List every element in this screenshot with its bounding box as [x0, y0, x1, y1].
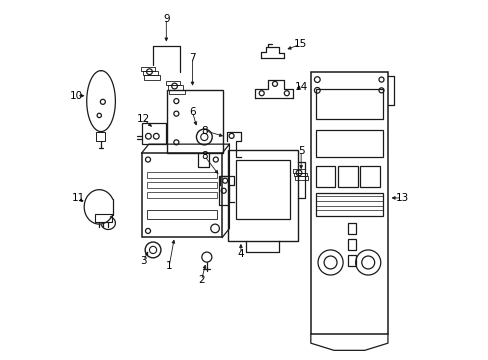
Bar — [169, 90, 185, 94]
Bar — [142, 71, 158, 75]
Text: 3: 3 — [140, 256, 146, 266]
Bar — [293, 173, 306, 176]
Bar — [348, 239, 356, 250]
Bar — [294, 176, 308, 180]
Bar — [310, 72, 387, 334]
Bar — [236, 160, 290, 220]
Text: 5: 5 — [297, 146, 304, 156]
Bar — [94, 215, 112, 222]
Bar — [360, 166, 379, 187]
Text: 7: 7 — [189, 53, 195, 63]
Bar — [142, 123, 165, 144]
Text: 9: 9 — [163, 14, 169, 24]
Bar — [338, 166, 357, 187]
Bar — [166, 81, 180, 85]
Bar — [348, 223, 356, 234]
Text: 1: 1 — [165, 261, 172, 271]
Bar — [147, 192, 217, 198]
Bar — [316, 130, 382, 157]
Bar — [228, 149, 298, 241]
Text: 10: 10 — [70, 91, 83, 101]
Text: 2: 2 — [198, 275, 204, 285]
Bar — [144, 75, 160, 80]
Text: 11: 11 — [72, 193, 85, 203]
Text: 6: 6 — [189, 107, 195, 117]
Text: 8: 8 — [201, 126, 207, 135]
Text: 4: 4 — [237, 248, 244, 258]
Text: 8: 8 — [201, 150, 207, 161]
Text: 14: 14 — [295, 82, 308, 92]
Bar — [96, 132, 105, 140]
Bar — [141, 67, 155, 71]
Bar — [142, 153, 222, 237]
Text: 15: 15 — [293, 40, 306, 49]
Bar — [348, 255, 356, 266]
Bar — [167, 90, 223, 153]
Bar — [147, 172, 217, 178]
Bar — [147, 211, 217, 220]
Bar — [316, 89, 382, 119]
Text: 12: 12 — [137, 114, 150, 124]
Bar — [167, 85, 183, 90]
Bar — [147, 182, 217, 188]
Bar — [292, 169, 304, 173]
Text: 13: 13 — [395, 193, 408, 203]
Bar — [316, 193, 382, 216]
Bar — [316, 166, 335, 187]
